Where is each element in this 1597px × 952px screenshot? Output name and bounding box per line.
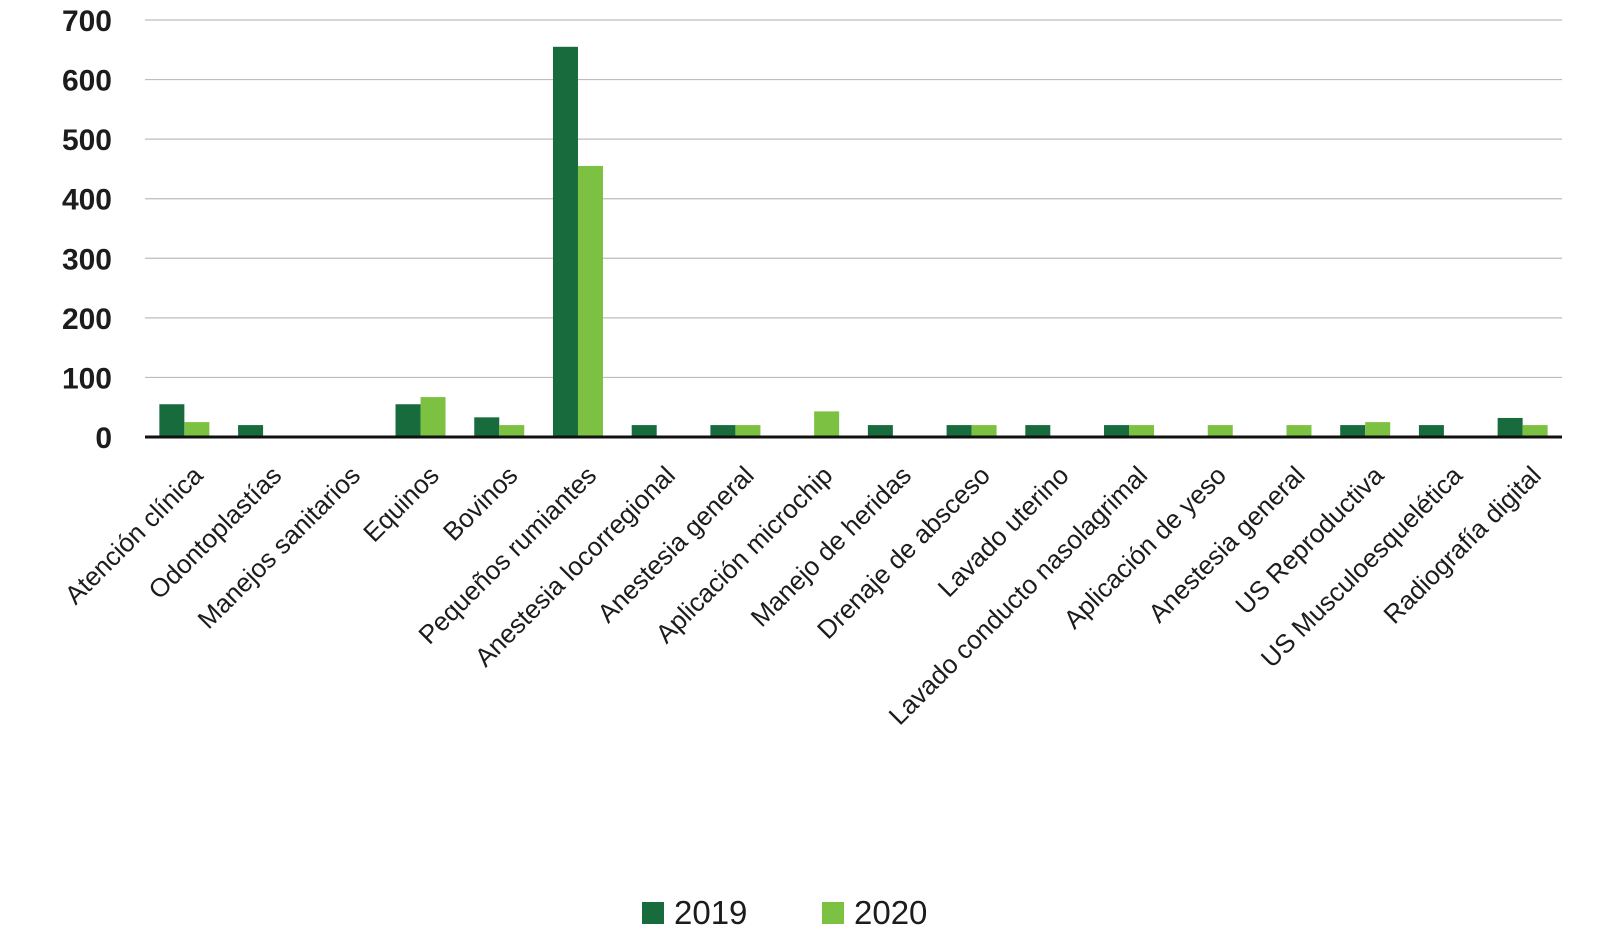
bar-2019 bbox=[395, 404, 421, 437]
bar-2019 bbox=[1340, 425, 1366, 437]
y-tick-label: 600 bbox=[62, 65, 112, 98]
bar-2019 bbox=[552, 46, 578, 438]
y-tick-label: 700 bbox=[62, 5, 112, 38]
bar-2019 bbox=[1497, 417, 1523, 437]
x-tick-label: Atención clínica bbox=[59, 460, 209, 610]
bar-2020 bbox=[1522, 425, 1548, 437]
bar-2020 bbox=[577, 165, 603, 437]
legend-label: 2020 bbox=[854, 894, 927, 931]
bar-2019 bbox=[159, 404, 185, 437]
legend-item: 2019 bbox=[642, 894, 747, 931]
y-tick-label: 400 bbox=[62, 184, 112, 217]
bar-2020 bbox=[184, 422, 210, 437]
y-axis-ticks: 0 100 200 300 400 500 600 700 bbox=[62, 5, 112, 455]
bars bbox=[159, 46, 1548, 438]
bar-2019 bbox=[867, 425, 893, 437]
bar-2019 bbox=[946, 425, 972, 437]
legend-swatch bbox=[822, 902, 844, 924]
bar-2019 bbox=[631, 425, 657, 437]
bar-2019 bbox=[238, 425, 264, 437]
x-tick-label: Equinos bbox=[357, 460, 445, 548]
legend: 2019 2020 bbox=[642, 894, 927, 931]
gridlines bbox=[145, 19, 1562, 379]
legend-swatch bbox=[642, 902, 664, 924]
bar-2020 bbox=[735, 425, 761, 437]
y-tick-label: 100 bbox=[62, 362, 112, 395]
bar-2020 bbox=[420, 397, 446, 437]
bar-2019 bbox=[1104, 425, 1130, 437]
y-tick-label: 0 bbox=[95, 422, 112, 455]
bar-2019 bbox=[1025, 425, 1051, 437]
bar-2020 bbox=[1129, 425, 1155, 437]
bar-2020 bbox=[1286, 425, 1312, 437]
bar-2019 bbox=[474, 417, 500, 437]
x-tick-label: Odontoplastías bbox=[142, 460, 287, 605]
bar-2020 bbox=[499, 425, 525, 437]
bar-2019 bbox=[1418, 425, 1444, 437]
legend-item: 2020 bbox=[822, 894, 927, 931]
legend-label: 2019 bbox=[674, 894, 747, 931]
bar-2020 bbox=[1207, 425, 1233, 437]
bar-2020 bbox=[971, 425, 997, 437]
bar-2020 bbox=[1365, 422, 1391, 437]
y-tick-label: 500 bbox=[62, 124, 112, 157]
bar-2020 bbox=[814, 411, 840, 437]
y-tick-label: 200 bbox=[62, 303, 112, 336]
y-tick-label: 300 bbox=[62, 243, 112, 276]
bar-2019 bbox=[710, 425, 736, 437]
